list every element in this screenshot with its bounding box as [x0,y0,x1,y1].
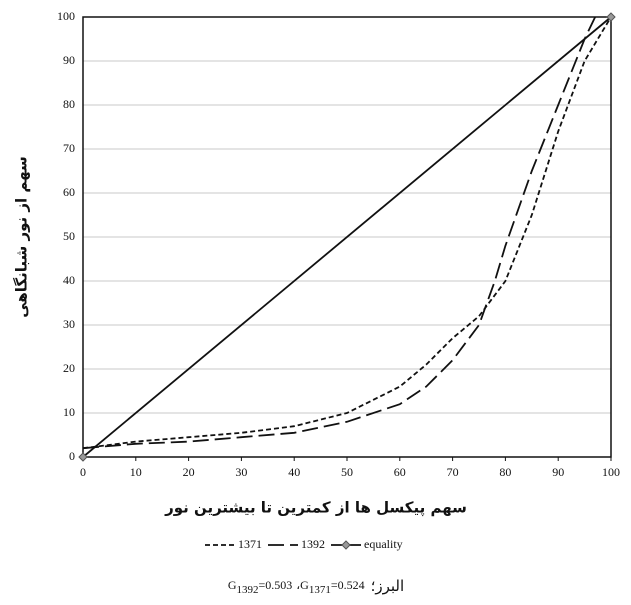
y-tick-label: 0 [69,449,75,463]
point [606,12,616,22]
x-tick-label: 10 [130,465,142,479]
y-tick-label: 40 [63,273,75,287]
x-tick-label: 20 [183,465,195,479]
y-tick-label: 100 [57,9,75,23]
caption-part: 1371 [309,584,331,596]
y-tick-label: 50 [63,229,75,243]
y-tick-label: 80 [63,97,75,111]
x-tick-label: 100 [602,465,620,479]
x-tick-label: 60 [394,465,406,479]
legend-label: equality [364,537,403,551]
x-tick-label: 30 [235,465,247,479]
caption-part: =0.524 [331,578,365,592]
legend-label: 1392 [301,537,325,551]
series-line [82,16,596,450]
x-tick-label: 90 [552,465,564,479]
caption-part: G [228,578,237,592]
y-tick-label: 20 [63,361,75,375]
caption-part: 1392 [237,584,259,596]
y-tick-label: 70 [63,141,75,155]
caption-part: G [300,578,309,592]
x-axis-label: سهم پیکسل ها از کمترین تا بیشترین نور [164,499,467,518]
y-tick-label: 90 [63,53,75,67]
caption-part: =0.503 [259,578,293,592]
y-tick-label: 60 [63,185,75,199]
caption: G1392=0.503 ،G1371=0.524 البرز؛ [228,577,404,596]
x-tick-label: 40 [288,465,300,479]
legend-marker [341,540,351,550]
x-tick-label: 50 [341,465,353,479]
caption-part: ، [296,578,300,592]
series-line [82,16,612,450]
x-tick-label: 80 [499,465,511,479]
plot-border [82,16,612,458]
series-line [82,16,612,458]
x-tick-label: 70 [447,465,459,479]
x-tick-label: 0 [80,465,86,479]
y-axis-label: سهم از نور شبانگاهی [13,156,31,318]
caption-part: البرز؛ [371,577,405,595]
y-tick-label: 30 [63,317,75,331]
y-tick-label: 10 [63,405,75,419]
point [78,452,88,462]
legend-label: 1371 [238,537,262,551]
